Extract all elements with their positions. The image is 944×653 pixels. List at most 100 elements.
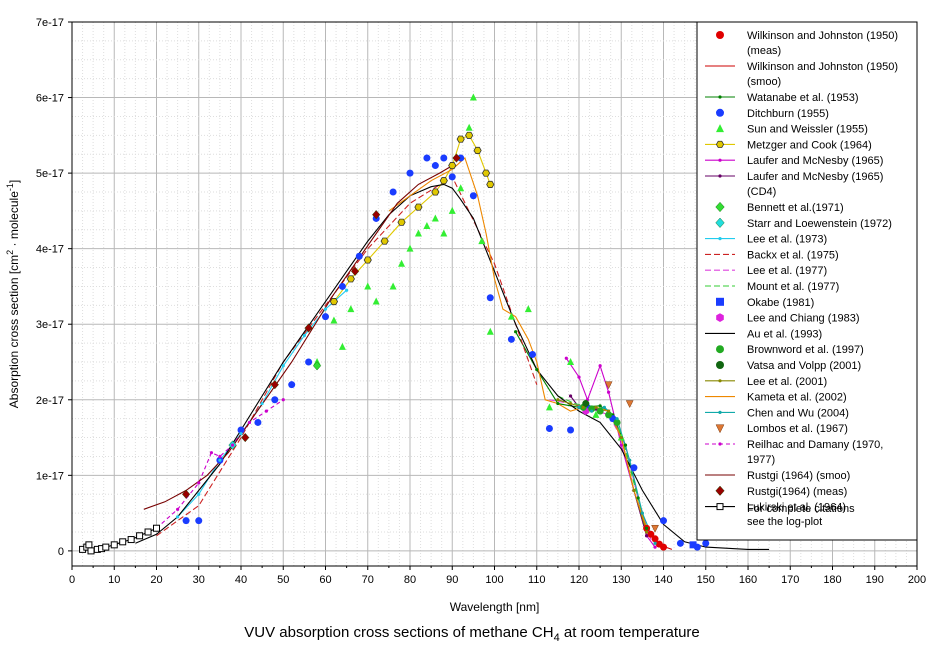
data-point-ditchburn-1955: [406, 169, 414, 177]
x-tick-label: 10: [108, 574, 120, 586]
data-point-wilkinson-and-johnston-1950-meas: [660, 543, 667, 551]
data-point-ditchburn-1955: [195, 517, 203, 525]
legend-marker-watanabe-et-al-1953: [718, 95, 722, 99]
data-point-lombos-et-al-1967: [604, 381, 613, 390]
data-point-rustgi-1964-meas: [452, 153, 461, 163]
data-point-ditchburn-1955: [529, 350, 537, 358]
x-tick-label: 40: [235, 574, 247, 586]
data-point-reilhac-and-damany-1970-1977: [264, 409, 268, 413]
legend-entry-starr-and-loewenstein-1972: Starr and Loewenstein (1972): [747, 218, 892, 230]
y-axis-label-superscript: 2: [5, 250, 15, 255]
data-point-reilhac-and-damany-1970-1977: [197, 481, 201, 485]
x-tick-label: 160: [739, 574, 757, 586]
x-tick-label: 200: [908, 574, 926, 586]
data-point-reilhac-and-damany-1970-1977: [218, 454, 222, 459]
legend-entry-lombos-et-al-1967: Lombos et al. (1967): [747, 423, 848, 435]
legend-box: [696, 21, 918, 541]
legend-marker-vatsa-and-volpp-2001: [716, 361, 724, 369]
data-point-watanabe-et-al-1953: [636, 496, 640, 500]
data-point-laufer-and-mcnesby-1965: [564, 356, 568, 360]
data-point-ditchburn-1955: [305, 358, 313, 366]
data-point-lukirski-et-al-1964: [153, 524, 160, 532]
data-point-ditchburn-1955: [322, 313, 329, 321]
data-point-metzger-and-cook-1964: [380, 237, 389, 245]
legend-marker-lee-and-chiang-1983: [716, 313, 724, 322]
x-tick-label: 170: [781, 574, 799, 586]
data-point-lukirski-et-al-1964: [87, 547, 95, 555]
data-point-ditchburn-1955: [702, 539, 710, 547]
legend-marker-lukirski-et-al-1964: [716, 503, 724, 511]
legend: Wilkinson and Johnston (1950) (meas) Wilki…: [696, 21, 918, 541]
data-point-lee-et-al-2001: [556, 398, 560, 402]
data-point-metzger-and-cook-1964: [473, 146, 482, 154]
y-tick-label: 3e-17: [36, 319, 64, 331]
data-point-ditchburn-1955: [448, 173, 456, 181]
x-tick-label: 60: [319, 574, 331, 586]
x-tick-label: 30: [193, 574, 205, 586]
data-point-lee-et-al-1973: [345, 288, 349, 292]
data-point-lee-et-al-2001: [606, 409, 611, 413]
y-axis-label: Absorption cross section [cm2 · molecule…: [5, 180, 21, 408]
series-points: [79, 93, 710, 555]
legend-entry-wilkinson-and-johnston-1950-smoo: Wilkinson and Johnston (1950): [747, 61, 898, 73]
series-line-backx-et-al-1975: [156, 176, 538, 537]
data-point-lukirski-et-al-1964: [85, 541, 93, 549]
data-point-sun-and-weissler-1955: [372, 297, 380, 305]
data-point-sun-and-weissler-1955: [478, 237, 486, 245]
x-axis-ticks: 0 10 20 30 40 50 60 70 80 90 100 110 120 130 140 150 160…: [69, 566, 926, 586]
data-point-wilkinson-and-johnston-1950-meas: [647, 530, 655, 538]
data-point-watanabe-et-al-1953: [598, 404, 602, 408]
data-point-metzger-and-cook-1964: [465, 131, 474, 139]
legend-marker-okabe-1981: [716, 297, 724, 306]
data-point-vatsa-and-volpp-2001: [582, 400, 590, 408]
data-point-laufer-and-mcnesby-1965: [598, 364, 602, 368]
data-point-sun-and-weissler-1955: [465, 123, 473, 131]
legend-entry-lee-et-al-1973: Lee et al. (1973): [747, 234, 827, 246]
data-point-chen-and-wu-2004: [590, 409, 594, 413]
x-tick-label: 190: [866, 574, 884, 586]
data-point-sun-and-weissler-1955: [347, 305, 355, 313]
data-point-rustgi-1964-meas: [241, 432, 250, 443]
data-point-sun-and-weissler-1955: [431, 214, 439, 222]
data-point-sun-and-weissler-1955: [330, 316, 338, 324]
data-point-rustgi-1964-meas: [270, 380, 279, 390]
x-tick-label: 150: [697, 574, 715, 586]
legend-entry-vatsa-and-volpp-2001: Vatsa and Volpp (2001): [747, 360, 861, 372]
data-point-metzger-and-cook-1964: [431, 188, 440, 196]
data-point-lee-et-al-2001: [645, 530, 649, 534]
data-point-lee-et-al-2001: [581, 405, 585, 409]
data-point-lee-et-al-1973: [323, 307, 328, 311]
legend-entry-lukirski-et-al-1964: Lukirski et al. (1964): [747, 502, 846, 514]
data-point-watanabe-et-al-1953: [535, 367, 539, 372]
data-point-ditchburn-1955: [660, 517, 667, 525]
data-point-rustgi-1964-meas: [182, 489, 191, 499]
data-point-lukirski-et-al-1964: [110, 541, 118, 549]
data-point-lukirski-et-al-1964: [136, 532, 144, 540]
legend-entry-lee-et-al-2001: Lee et al. (2001): [747, 376, 827, 388]
data-point-watanabe-et-al-1953: [623, 443, 628, 447]
data-point-laufer-and-mcnesby-1965-cd4: [568, 394, 573, 398]
legend-entry-laufer-and-mcnesby-1965: Laufer and McNesby (1965): [747, 155, 883, 167]
data-point-lee-et-al-2001: [619, 435, 623, 440]
x-tick-label: 180: [823, 574, 841, 586]
x-tick-label: 0: [69, 574, 75, 586]
data-point-lombos-et-al-1967: [651, 524, 659, 533]
legend-marker-bennett-et-al-1971: [715, 201, 725, 213]
x-tick-label: 70: [362, 574, 374, 586]
legend-entry-brownword-et-al-1997: Brownword et al. (1997): [747, 344, 864, 356]
chart-title: VUV absorption cross sections of methane…: [0, 624, 944, 644]
data-point-sun-and-weissler-1955: [414, 229, 422, 237]
legend-entry-bennett-et-al-1971: Bennett et al.(1971): [747, 202, 844, 214]
legend-entry-laufer-and-mcnesby-1965-cd4: (CD4): [747, 186, 776, 198]
legend-marker-laufer-and-mcnesby-1965: [718, 158, 722, 162]
data-point-metzger-and-cook-1964: [329, 298, 339, 306]
data-point-ditchburn-1955: [630, 464, 638, 472]
data-point-lombos-et-al-1967: [625, 400, 634, 409]
legend-marker-lombos-et-al-1967: [715, 424, 725, 434]
data-point-reilhac-and-damany-1970-1977: [230, 443, 235, 447]
x-tick-label: 110: [528, 574, 546, 586]
data-point-sun-and-weissler-1955: [457, 184, 465, 192]
legend-marker-chen-and-wu-2004: [718, 410, 722, 414]
data-point-ditchburn-1955: [288, 381, 296, 389]
